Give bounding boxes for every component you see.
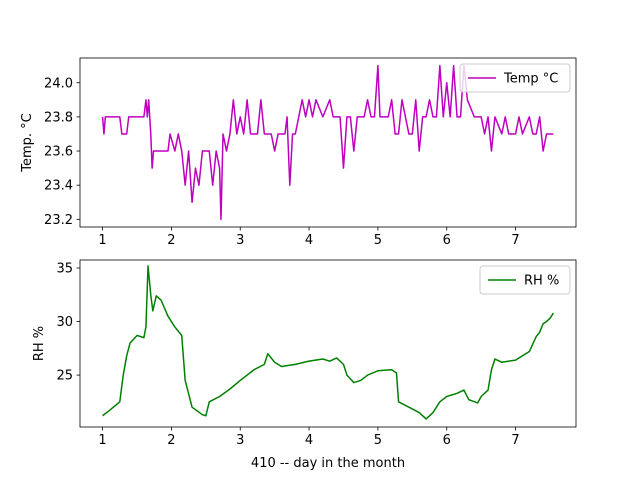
x-tick-label: 6 — [443, 233, 451, 248]
x-tick-label: 2 — [167, 233, 175, 248]
x-tick-label: 3 — [236, 433, 244, 448]
x-tick-label: 7 — [511, 433, 519, 448]
x-tick-label: 4 — [305, 433, 313, 448]
x-tick-label: 4 — [305, 233, 313, 248]
axes-frame — [79, 57, 577, 228]
y-tick-label: 35 — [56, 262, 73, 277]
legend-box — [459, 63, 571, 93]
y-axis-label: RH % — [32, 326, 47, 361]
y-tick-label: 23.8 — [44, 110, 73, 125]
data-line — [102, 265, 555, 420]
y-tick-label: 23.4 — [44, 179, 73, 194]
x-tick-label: 6 — [443, 433, 451, 448]
x-tick-label: 2 — [167, 433, 175, 448]
x-tick-label: 3 — [236, 233, 244, 248]
data-line — [101, 64, 554, 221]
x-tick-label: 5 — [374, 233, 382, 248]
y-tick-label: 30 — [56, 315, 73, 330]
y-axis-label: Temp. °C — [20, 113, 35, 173]
legend-label: RH % — [524, 274, 559, 289]
x-axis-label: 410 -- day in the month — [251, 456, 405, 471]
x-tick-label: 5 — [374, 433, 382, 448]
y-tick-label: 24.0 — [44, 76, 73, 91]
x-tick-label: 1 — [98, 433, 106, 448]
x-tick-label: 7 — [511, 233, 519, 248]
y-tick-label: 23.2 — [44, 213, 73, 228]
y-tick-label: 25 — [56, 369, 73, 384]
x-tick-label: 1 — [98, 233, 106, 248]
y-tick-label: 23.6 — [44, 145, 73, 160]
legend-label: Temp °C — [503, 72, 558, 87]
axes-frame — [79, 259, 577, 428]
legend-box — [479, 265, 571, 295]
